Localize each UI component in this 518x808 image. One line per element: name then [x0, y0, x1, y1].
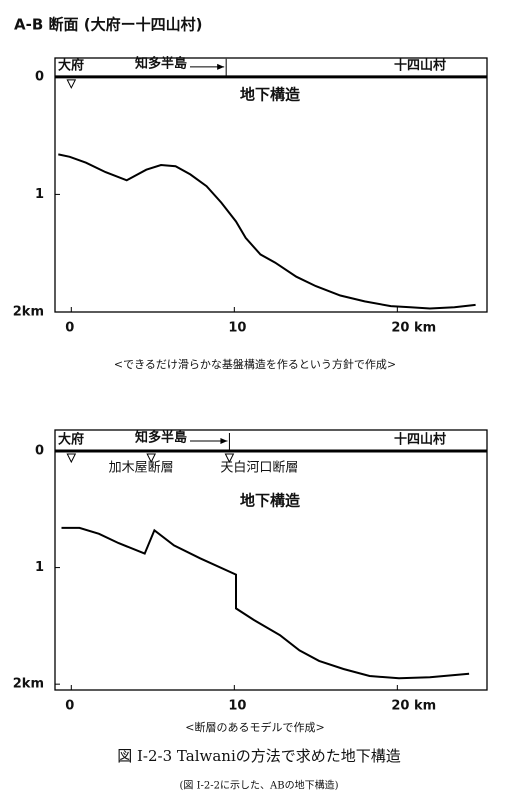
chart-caption: <断層のあるモデルで作成>: [185, 720, 324, 734]
peninsula-label: 知多半島: [135, 55, 187, 71]
peninsula-arrowhead: [217, 63, 225, 70]
profile-line: [61, 526, 470, 680]
start-marker: [66, 453, 77, 464]
plot-frame: [54, 429, 488, 691]
x-tick-label: 20 km: [391, 321, 436, 336]
peninsula-label: 知多半島: [135, 429, 187, 445]
y-tick-label: 0: [35, 443, 44, 458]
start-label: 大府: [58, 431, 84, 447]
plot-frame: [54, 57, 488, 313]
x-tick-label: 10: [228, 699, 246, 714]
structure-label: 地下構造: [240, 85, 300, 103]
end-label: 十四山村: [394, 431, 446, 447]
peninsula-arrowhead: [220, 437, 228, 444]
chart-caption: <できるだけ滑らかな基盤構造を作るという方針で作成>: [114, 357, 396, 371]
x-tick-label: 0: [65, 699, 74, 714]
y-tick-label: 1: [35, 560, 44, 575]
y-tick-label: 0: [35, 69, 44, 84]
y-tick-label: 2km: [13, 305, 44, 320]
x-tick-label: 20 km: [391, 699, 436, 714]
y-tick-label: 1: [35, 187, 44, 202]
figure-caption: 図 I-2-3 Talwaniの方法で求めた地下構造: [117, 747, 401, 765]
start-label: 大府: [58, 57, 84, 73]
fault-label: 加木屋断層: [109, 460, 174, 475]
fault-marker: [146, 453, 156, 464]
x-tick-label: 0: [65, 321, 74, 336]
fault-marker: [224, 453, 235, 464]
x-tick-label: 10: [228, 321, 246, 336]
structure-label: 地下構造: [240, 491, 300, 509]
y-tick-label: 2km: [13, 677, 44, 692]
fault-label: 天白河口断層: [220, 459, 298, 475]
figure-subcaption: (図 I-2-2に示した、ABの地下構造): [180, 779, 339, 792]
start-marker: [66, 79, 77, 89]
profile-line: [58, 153, 476, 310]
end-label: 十四山村: [394, 57, 446, 73]
figure-title: A-B 断面 (大府ー十四山村): [14, 16, 202, 34]
